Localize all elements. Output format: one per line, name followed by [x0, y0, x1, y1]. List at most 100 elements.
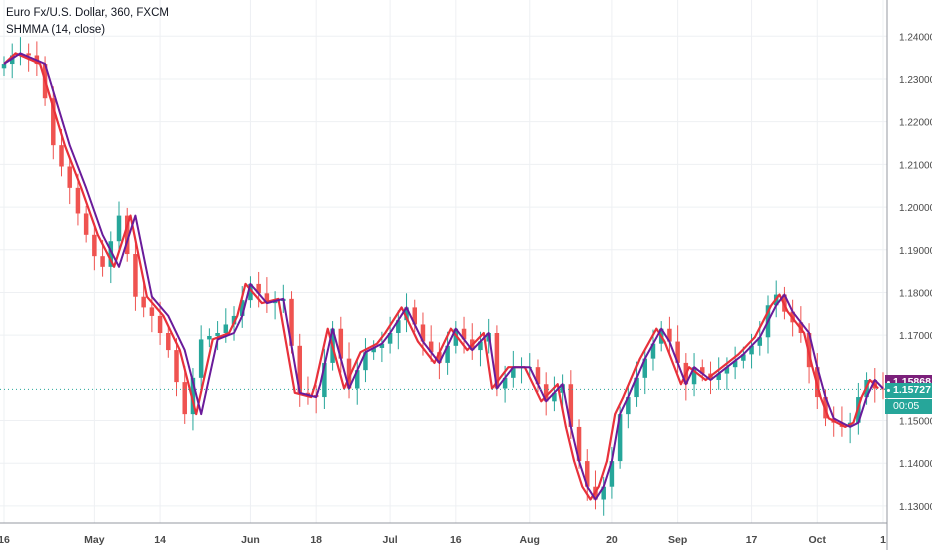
candle-body [289, 298, 294, 346]
axes [0, 0, 888, 550]
ma-line-purple [3, 52, 884, 501]
countdown-value: 00:05 [893, 400, 920, 413]
x-tick-label: 17 [746, 534, 758, 546]
candle-body [83, 213, 89, 235]
candle-body [272, 300, 278, 304]
candle-body [601, 486, 606, 500]
candle-body [1, 64, 7, 69]
candle-body [338, 328, 344, 359]
candle-body [428, 341, 434, 353]
bar-countdown-badge: 00:05 [885, 399, 932, 415]
x-tick-label: 18 [310, 534, 322, 546]
candle-body [149, 307, 155, 316]
axis-labels: 1.24000 1.23000 1.22000 1.21000 1.20000 1.190… [0, 32, 932, 546]
candle-body [379, 343, 385, 348]
y-tick-label: 1.17000 [899, 331, 932, 342]
indicator-label[interactable]: SHMMA (14, close) [6, 24, 106, 36]
candle-body [346, 358, 352, 389]
candle-body [322, 362, 327, 398]
x-tick-label: 16 [450, 534, 462, 546]
candle-body [453, 328, 459, 346]
candle-body [363, 352, 368, 371]
badge-dot-icon [887, 381, 890, 385]
y-tick-label: 1.24000 [899, 32, 932, 43]
candle-body [437, 352, 442, 363]
candle-body [552, 392, 557, 402]
candle-body [634, 377, 639, 398]
candle-body [478, 341, 483, 351]
y-tick-label: 1.20000 [899, 203, 932, 214]
candle-body [609, 461, 615, 487]
candle-body [124, 215, 130, 255]
candle-body [749, 345, 754, 355]
candle-body [174, 350, 179, 383]
candle-body [305, 392, 311, 395]
candle-body [741, 354, 746, 361]
chart-legend: Euro Fx/U.S. Dollar, 360, FXCM SHMMA (14… [6, 5, 169, 39]
x-tick-label: 14 [154, 534, 166, 546]
candle-body [642, 358, 648, 378]
x-tick-label: May [84, 534, 105, 546]
candle-body [207, 336, 212, 340]
candle-body [445, 345, 450, 363]
candle-body [716, 373, 721, 380]
candle-body [354, 370, 360, 389]
price-value-badge: 1.15727 [885, 383, 932, 399]
x-tick-label: 1 [880, 534, 886, 546]
candle-body [157, 315, 163, 334]
x-tick-label: Jul [383, 534, 398, 546]
candle-body [215, 333, 220, 337]
candle-body [92, 234, 97, 257]
candle-body [248, 283, 253, 301]
candle-body [26, 53, 31, 56]
x-tick-label: 16 [0, 534, 10, 546]
candle-body [100, 256, 105, 267]
y-tick-label: 1.21000 [899, 160, 932, 171]
candle-body [757, 337, 763, 346]
candle-body [691, 367, 697, 385]
candle-body [880, 388, 886, 390]
candle-body [396, 320, 401, 334]
candle-body [568, 384, 574, 427]
candle-body [75, 187, 81, 214]
y-tick-label: 1.14000 [899, 459, 932, 470]
candle-body [502, 377, 508, 389]
x-tick-label: Sep [668, 534, 687, 546]
candle-body [190, 377, 196, 415]
candle-body [650, 343, 656, 359]
x-tick-label: Jun [241, 534, 260, 546]
candlesticks [1, 37, 886, 516]
symbol-title[interactable]: Euro Fx/U.S. Dollar, 360, FXCM [6, 7, 169, 19]
candle-body [404, 307, 409, 321]
x-tick-label: Oct [809, 534, 827, 546]
y-tick-label: 1.22000 [899, 118, 932, 129]
candle-body [239, 300, 245, 316]
candle-body [108, 241, 114, 267]
candle-body [667, 328, 672, 342]
candle-body [732, 360, 738, 368]
candle-body [166, 333, 171, 351]
price-value: 1.15727 [893, 384, 931, 397]
candle-body [67, 166, 72, 188]
candle-body [461, 328, 467, 340]
candle-body [585, 461, 590, 487]
badge-dot-icon [887, 389, 890, 393]
candle-body [256, 283, 261, 294]
candle-body [675, 341, 680, 363]
y-tick-label: 1.13000 [899, 502, 932, 513]
candle-body [535, 367, 541, 385]
candle-body [543, 384, 549, 402]
grid-lines [0, 0, 887, 523]
candle-body [198, 339, 204, 378]
y-tick-label: 1.23000 [899, 75, 932, 86]
candle-body [116, 215, 122, 242]
candle-body [387, 333, 393, 344]
candle-body [494, 333, 500, 389]
candle-body [182, 382, 187, 415]
candle-body [576, 426, 582, 462]
candle-body [264, 293, 270, 304]
moving-average-lines [3, 52, 884, 501]
candle-body [371, 347, 376, 353]
